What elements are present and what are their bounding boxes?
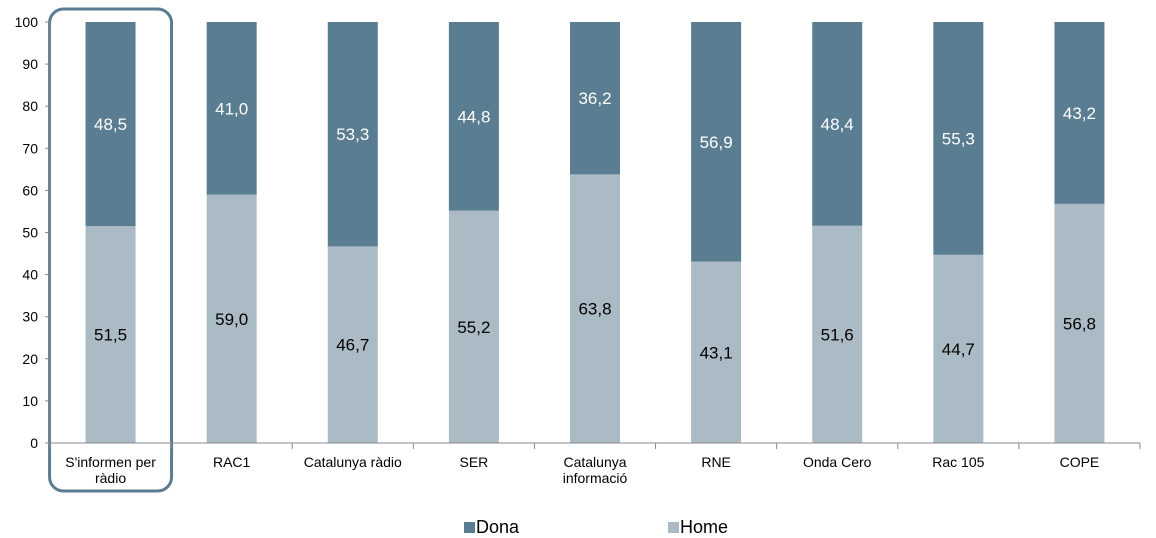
- category-label-0: S'informen per ràdio: [65, 454, 156, 486]
- data-label-home-0: 51,5: [94, 326, 127, 345]
- data-label-dona-4: 36,2: [578, 89, 611, 108]
- y-tick-label: 100: [15, 14, 39, 30]
- bar-dona-3: [448, 22, 499, 211]
- bar-dona-8: [1054, 22, 1105, 204]
- category-label-2: Catalunya ràdio: [304, 454, 402, 470]
- legend-label-dona: Dona: [476, 517, 520, 537]
- data-label-dona-8: 43,2: [1063, 104, 1096, 123]
- category-label-7: Rac 105: [932, 454, 984, 470]
- data-label-home-5: 43,1: [700, 343, 733, 362]
- bar-dona-7: [933, 22, 984, 255]
- bar-home-4: [570, 174, 620, 444]
- data-label-home-8: 56,8: [1063, 314, 1096, 333]
- y-tick-label: 40: [22, 267, 38, 283]
- data-label-dona-0: 48,5: [94, 115, 127, 134]
- category-label-6: Onda Cero: [803, 454, 872, 470]
- bar-home-8: [1054, 203, 1105, 443]
- bar-dona-2: [327, 22, 378, 247]
- legend-swatch-home: [668, 522, 679, 533]
- legend-label-home: Home: [680, 517, 728, 537]
- bar-home-6: [812, 225, 863, 443]
- bar-dona-1: [206, 22, 257, 195]
- bar-home-3: [448, 210, 499, 443]
- bar-home-2: [327, 246, 378, 443]
- bar-dona-5: [691, 22, 742, 262]
- data-label-home-4: 63,8: [578, 300, 611, 319]
- y-tick-label: 70: [22, 140, 38, 156]
- y-tick-label: 10: [22, 393, 38, 409]
- data-label-home-6: 51,6: [821, 325, 854, 344]
- data-label-dona-3: 44,8: [457, 107, 490, 126]
- data-label-dona-1: 41,0: [215, 99, 248, 118]
- category-label-1: RAC1: [213, 454, 251, 470]
- bar-home-7: [933, 254, 984, 443]
- bar-dona-4: [570, 22, 620, 175]
- category-label-5: RNE: [701, 454, 731, 470]
- data-label-dona-6: 48,4: [821, 115, 854, 134]
- data-label-home-3: 55,2: [457, 318, 490, 337]
- bar-home-5: [691, 261, 742, 443]
- data-label-home-1: 59,0: [215, 310, 248, 329]
- bar-dona-6: [812, 22, 863, 226]
- data-label-dona-7: 55,3: [942, 129, 975, 148]
- data-label-dona-2: 53,3: [336, 125, 369, 144]
- y-tick-label: 60: [22, 182, 38, 198]
- bar-home-1: [206, 194, 257, 443]
- bar-home-0: [85, 226, 136, 443]
- y-tick-label: 0: [30, 435, 38, 451]
- y-tick-label: 20: [22, 351, 38, 367]
- category-label-8: COPE: [1060, 454, 1100, 470]
- legend-swatch-dona: [464, 522, 475, 533]
- category-label-4: Catalunya informació: [563, 454, 628, 486]
- data-label-dona-5: 56,9: [700, 133, 733, 152]
- y-tick-label: 30: [22, 309, 38, 325]
- y-tick-label: 50: [22, 225, 38, 241]
- bar-dona-0: [85, 22, 136, 227]
- data-label-home-2: 46,7: [336, 336, 369, 355]
- category-label-3: SER: [459, 454, 488, 470]
- y-tick-label: 90: [22, 56, 38, 72]
- y-tick-label: 80: [22, 98, 38, 114]
- data-label-home-7: 44,7: [942, 340, 975, 359]
